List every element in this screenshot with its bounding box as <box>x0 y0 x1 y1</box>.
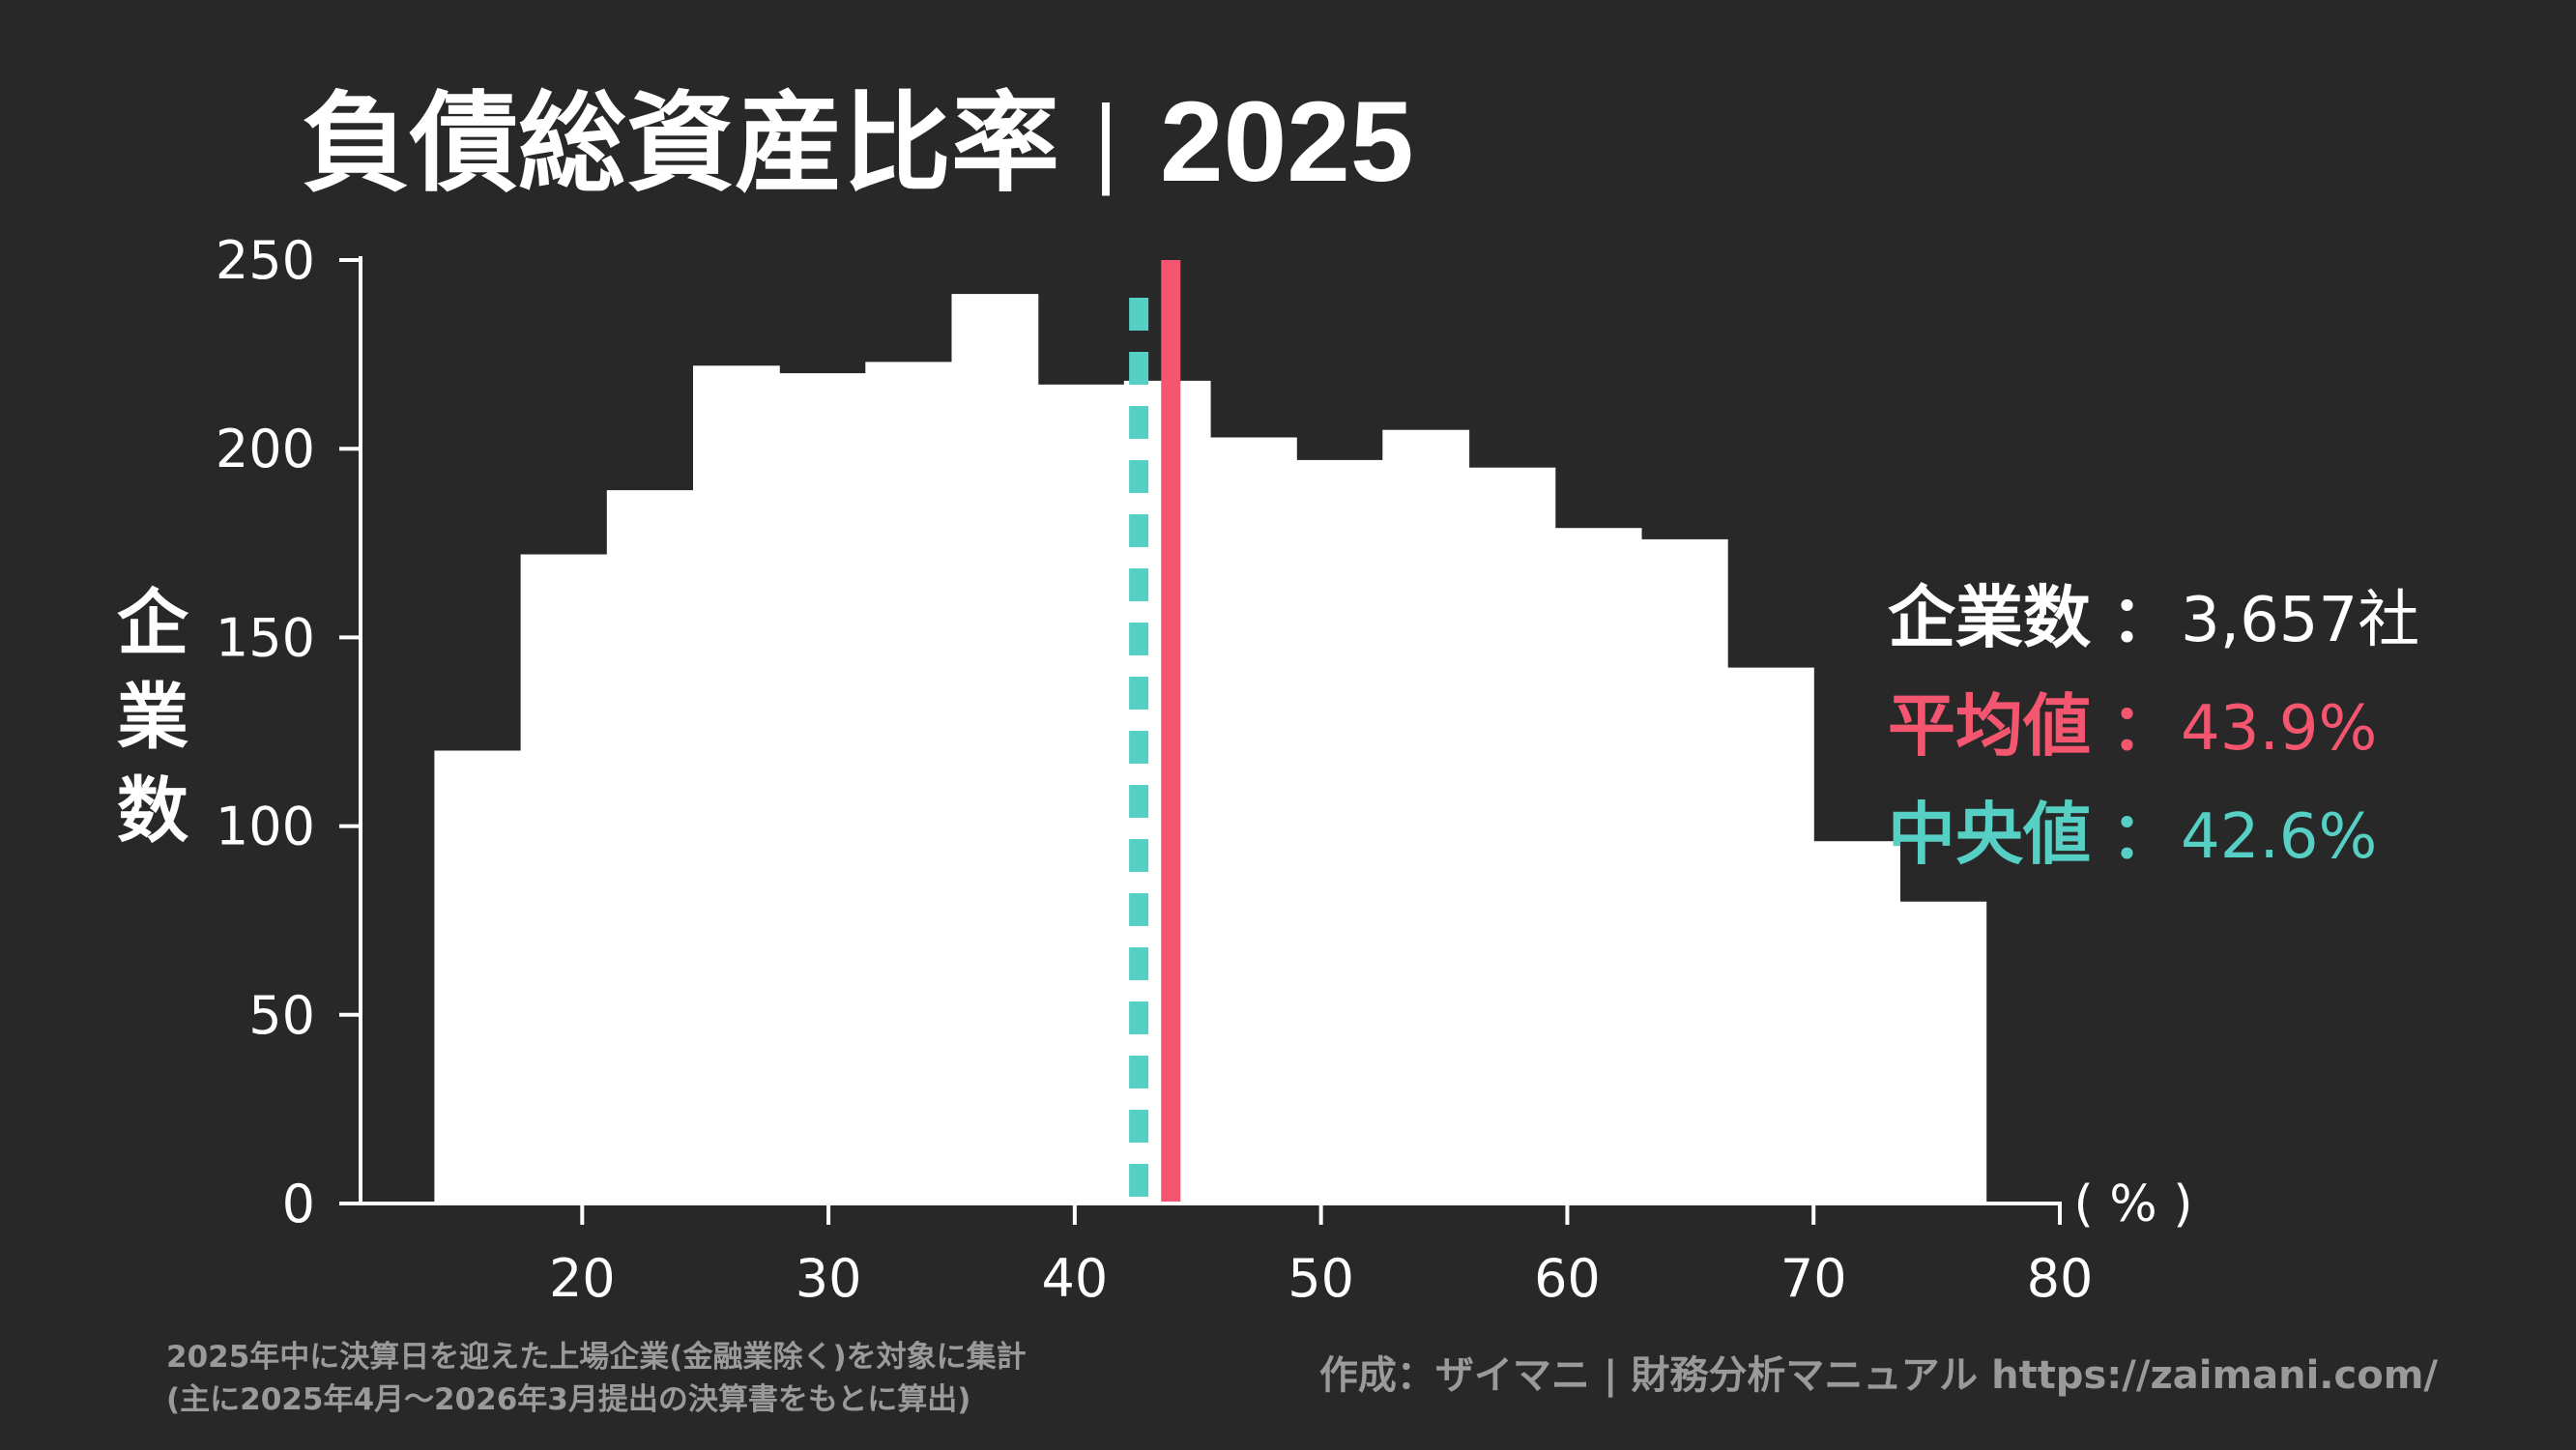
title-separator: | <box>1090 88 1121 197</box>
histogram-bar-14 <box>1640 538 1728 1204</box>
stat-separator-1: ： <box>2111 690 2175 765</box>
chart-title: 負債総資産比率 <box>302 81 1059 207</box>
credit-text: 作成：ザイマニ | 財務分析マニュアル https://zaimani.com/ <box>1319 1353 2438 1399</box>
x-tick-label-50: 50 <box>1288 1248 1354 1309</box>
histogram-bar-11 <box>1382 429 1470 1204</box>
stat-separator-2: ： <box>2111 798 2175 873</box>
y-axis-label-group: 企業数 <box>117 582 189 853</box>
y-tick-label-0: 0 <box>282 1174 315 1234</box>
histogram-bar-9 <box>1210 437 1297 1204</box>
x-tick-label-20: 20 <box>549 1248 616 1309</box>
histogram-bar-7 <box>1037 384 1125 1204</box>
histogram-bar-4 <box>779 373 866 1204</box>
histogram-bar-13 <box>1554 528 1642 1204</box>
stat-value-2: 42.6% <box>2181 801 2377 873</box>
x-axis-unit: ( % ) <box>2073 1175 2192 1233</box>
y-axis-label-char-1: 業 <box>117 676 188 759</box>
y-tick-label-100: 100 <box>216 797 315 857</box>
histogram-bar-10 <box>1296 459 1383 1204</box>
stat-label-2: 中央値 <box>1888 795 2091 874</box>
reference-lines <box>1129 260 1181 1204</box>
stat-value-0: 3,657社 <box>2181 585 2419 656</box>
histogram-bar-1 <box>520 554 608 1204</box>
footnote-line-1: 2025年中に決算日を迎えた上場企業(金融業除く)を対象に集計 <box>166 1340 1027 1375</box>
y-tick-label-150: 150 <box>216 607 315 668</box>
x-tick-label-70: 70 <box>1780 1248 1847 1309</box>
y-axis-label-char-0: 企 <box>117 582 189 665</box>
x-tick-label-30: 30 <box>796 1248 862 1309</box>
histogram-bar-6 <box>951 294 1039 1204</box>
x-tick-label-80: 80 <box>2027 1248 2094 1309</box>
x-tick-label-40: 40 <box>1042 1248 1109 1309</box>
stat-label-1: 平均値 <box>1888 686 2091 766</box>
bars-group <box>434 294 1987 1204</box>
y-axis-label-char-2: 数 <box>117 769 188 853</box>
stat-separator-0: ： <box>2111 582 2175 656</box>
y-tick-label-200: 200 <box>216 419 315 479</box>
histogram-bar-5 <box>865 362 953 1204</box>
title-year: 2025 <box>1160 78 1414 206</box>
histogram-bar-16 <box>1813 841 1900 1204</box>
x-tick-label-60: 60 <box>1534 1248 1601 1309</box>
histogram-bar-3 <box>693 365 780 1204</box>
stat-value-1: 43.9% <box>2181 693 2377 765</box>
y-tick-label-250: 250 <box>216 230 315 291</box>
histogram-bar-12 <box>1468 467 1556 1204</box>
axes-group: 0 50 100 150 200 250 20 30 40 50 60 70 80 <box>216 230 2093 1309</box>
footnote-line-2: (主に2025年4月〜2026年3月提出の決算書をもとに算出) <box>166 1382 970 1417</box>
histogram-bar-17 <box>1899 901 1987 1204</box>
histogram-bar-2 <box>606 490 694 1204</box>
histogram-bar-15 <box>1727 667 1814 1204</box>
stat-label-0: 企業数 <box>1888 578 2091 657</box>
histogram-bar-0 <box>434 750 522 1204</box>
y-tick-label-50: 50 <box>248 985 315 1046</box>
